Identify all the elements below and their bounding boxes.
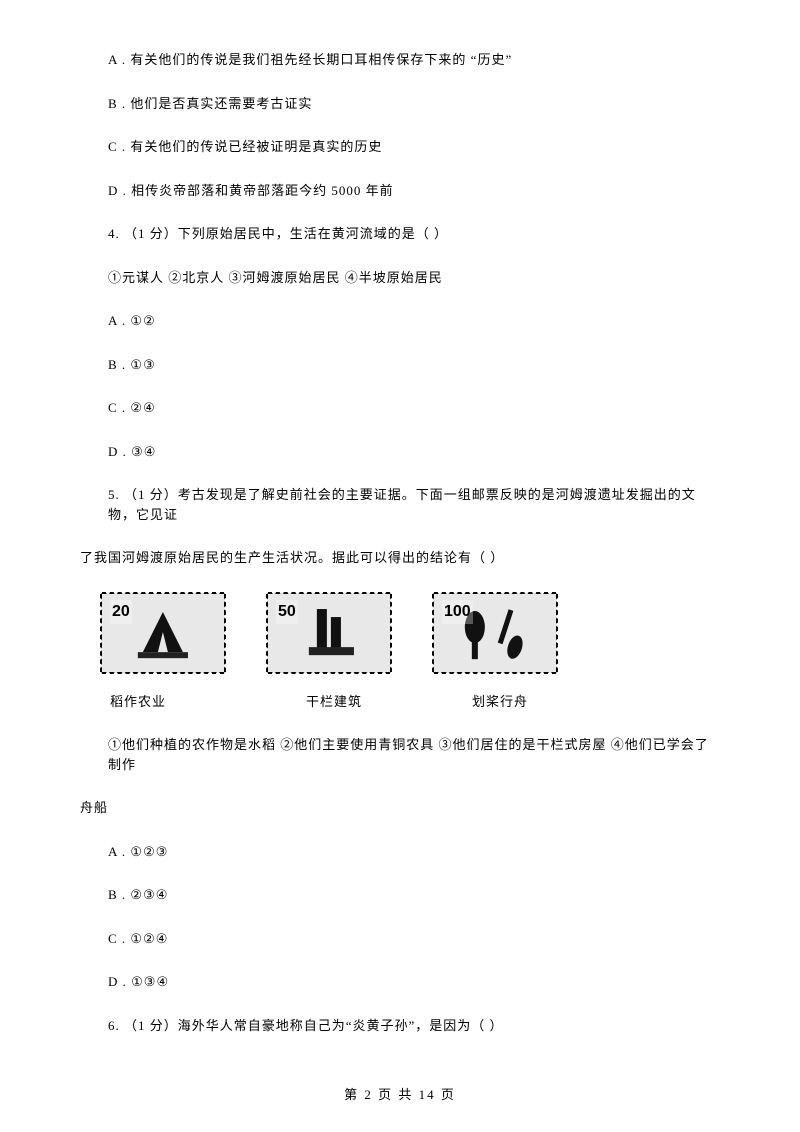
q5-option-c: C . ①②④ bbox=[80, 929, 720, 949]
q5-choices-line1: ①他们种植的农作物是水稻 ②他们主要使用青铜农具 ③他们居住的是干栏式房屋 ④他… bbox=[80, 735, 720, 774]
q-prev-option-c: C . 有关他们的传说已经被证明是真实的历史 bbox=[80, 137, 720, 157]
q-prev-option-b: B . 他们是否真实还需要考古证实 bbox=[80, 94, 720, 114]
stamp-3: 100 bbox=[432, 592, 558, 674]
stamp-1: 20 bbox=[100, 592, 226, 674]
stamp-2-caption: 干栏建筑 bbox=[266, 692, 392, 712]
q5-option-b: B . ②③④ bbox=[80, 885, 720, 905]
q5-captions-row: 稻作农业 干栏建筑 划桨行舟 bbox=[100, 692, 720, 712]
stamp-2: 50 bbox=[266, 592, 392, 674]
q5-stamps-row: 20 50 100 bbox=[100, 592, 720, 674]
q5-option-a: A . ①②③ bbox=[80, 842, 720, 862]
q4-option-d: D . ③④ bbox=[80, 442, 720, 462]
stamp-1-denom: 20 bbox=[110, 600, 132, 624]
q-prev-option-a: A . 有关他们的传说是我们祖先经长期口耳相传保存下来的 “历史” bbox=[80, 50, 720, 70]
stamp-2-denom: 50 bbox=[276, 600, 298, 624]
q4-stem: 4. （1 分）下列原始居民中，生活在黄河流域的是（ ） bbox=[80, 224, 720, 244]
q5-choices-line2: 舟船 bbox=[80, 798, 720, 818]
page-footer: 第 2 页 共 14 页 bbox=[0, 1085, 800, 1105]
q4-option-a: A . ①② bbox=[80, 311, 720, 331]
q4-option-b: B . ①③ bbox=[80, 355, 720, 375]
q5-stem-line1: 5. （1 分）考古发现是了解史前社会的主要证据。下面一组邮票反映的是河姆渡遗址… bbox=[80, 485, 720, 524]
stamp-3-caption: 划桨行舟 bbox=[432, 692, 558, 712]
stamp-1-caption: 稻作农业 bbox=[100, 692, 226, 712]
q6-stem: 6. （1 分）海外华人常自豪地称自己为“炎黄子孙”，是因为（ ） bbox=[80, 1016, 720, 1036]
q-prev-option-d: D . 相传炎帝部落和黄帝部落距今约 5000 年前 bbox=[80, 181, 720, 201]
q4-option-c: C . ②④ bbox=[80, 398, 720, 418]
q5-option-d: D . ①③④ bbox=[80, 972, 720, 992]
q5-stem-line2: 了我国河姆渡原始居民的生产生活状况。据此可以得出的结论有（ ） bbox=[80, 548, 720, 568]
q4-choices-line: ①元谋人 ②北京人 ③河姆渡原始居民 ④半坡原始居民 bbox=[80, 268, 720, 288]
stamp-3-denom: 100 bbox=[442, 600, 473, 624]
